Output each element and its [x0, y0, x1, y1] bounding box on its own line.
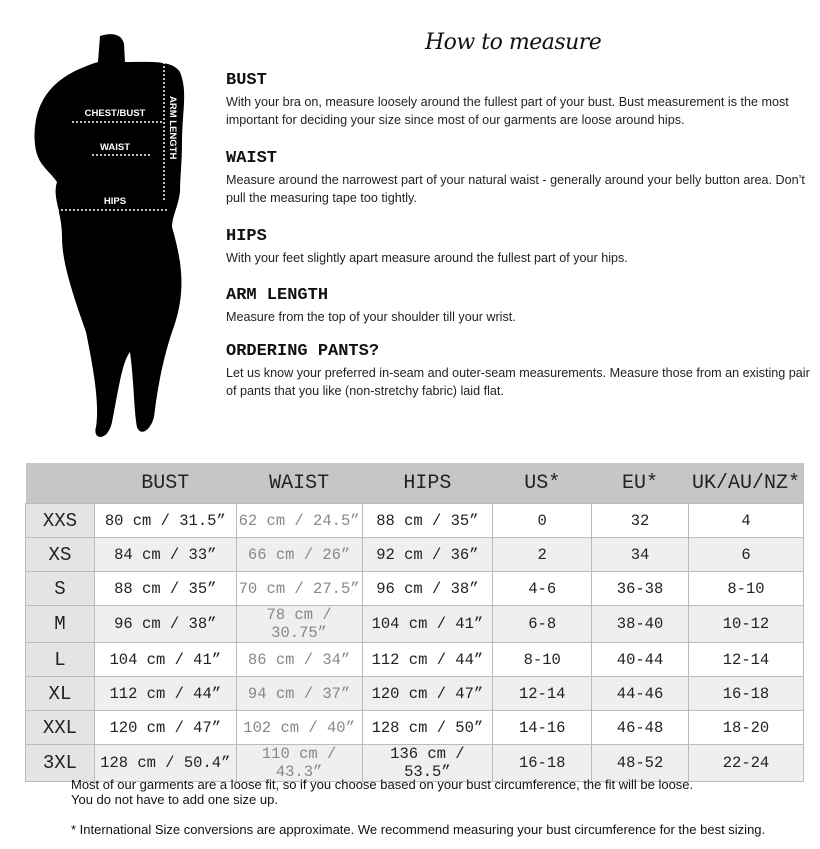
arm-length-label: ARM LENGTH [167, 96, 178, 159]
table-row: M 96 cm / 38” 78 cm / 30.75” 104 cm / 41” 6-… [25, 605, 805, 643]
table-cell: 96 cm / 38” [361, 571, 494, 606]
table-cell: 38-40 [591, 605, 689, 643]
table-cell: 110 cm / 43.3” [235, 744, 363, 782]
table-cell: 14-16 [492, 710, 593, 745]
footer-note-line2: You do not have to add one size up. [71, 792, 278, 807]
table-cell: 112 cm / 44” [93, 676, 237, 711]
table-row: L 104 cm / 41” 86 cm / 34” 112 cm / 44” 8-10… [25, 642, 805, 677]
table-cell: 78 cm / 30.75” [235, 605, 363, 643]
column-header: WAIST [236, 463, 362, 504]
section-arm-length: ARM LENGTH Measure from the top of your s… [226, 286, 816, 326]
table-cell: 10-12 [687, 605, 805, 643]
section-body: Measure around the narrowest part of you… [226, 173, 805, 205]
table-cell: 8-10 [687, 571, 805, 606]
table-cell: 96 cm / 38” [93, 605, 237, 643]
table-cell: 4 [687, 503, 805, 538]
table-cell: 40-44 [591, 642, 689, 677]
table-header-row: BUST WAIST HIPS US* EU* UK/AU/NZ* [25, 463, 804, 504]
table-cell: 80 cm / 31.5” [93, 503, 237, 538]
column-header: BUST [94, 463, 237, 504]
table-cell: 12-14 [687, 642, 805, 677]
table-cell: 104 cm / 41” [361, 605, 494, 643]
table-cell: 120 cm / 47” [93, 710, 237, 745]
table-cell: 112 cm / 44” [361, 642, 494, 677]
column-header: HIPS [362, 463, 493, 504]
table-cell: 94 cm / 37” [235, 676, 363, 711]
table-cell: 86 cm / 34” [235, 642, 363, 677]
table-row: S 88 cm / 35” 70 cm / 27.5” 96 cm / 38” 4-6 3… [25, 571, 805, 606]
table-cell: 136 cm / 53.5” [361, 744, 494, 782]
column-header: US* [492, 463, 592, 504]
table-cell: 88 cm / 35” [93, 571, 237, 606]
table-cell: 88 cm / 35” [361, 503, 494, 538]
size-label-cell: XS [25, 537, 95, 572]
table-cell: 8-10 [492, 642, 593, 677]
table-cell: 120 cm / 47” [361, 676, 494, 711]
section-waist: WAIST Measure around the narrowest part o… [226, 149, 816, 207]
table-cell: 18-20 [687, 710, 805, 745]
size-label-cell: 3XL [25, 744, 95, 782]
size-label-cell: XXS [25, 503, 95, 538]
silhouette-shape [34, 34, 185, 437]
section-body: Measure from the top of your shoulder ti… [226, 310, 516, 324]
table-cell: 44-46 [591, 676, 689, 711]
section-body: With your bra on, measure loosely around… [226, 95, 789, 127]
chest-label: CHEST/BUST [85, 108, 146, 119]
body-silhouette-figure: CHEST/BUST WAIST HIPS ARM LENGTH [34, 34, 185, 437]
table-cell: 12-14 [492, 676, 593, 711]
section-heading: BUST [226, 71, 267, 90]
table-cell: 6-8 [492, 605, 593, 643]
size-chart-table: BUST WAIST HIPS US* EU* UK/AU/NZ* XXS 80 cm / … [25, 463, 805, 782]
table-cell: 128 cm / 50” [361, 710, 494, 745]
table-row: XXL 120 cm / 47” 102 cm / 40” 128 cm / 50” 1… [25, 710, 805, 745]
table-cell: 70 cm / 27.5” [235, 571, 363, 606]
section-body: Let us know your preferred in-seam and o… [226, 366, 810, 398]
table-cell: 4-6 [492, 571, 593, 606]
section-hips: HIPS With your feet slightly apart measur… [226, 227, 816, 267]
page-title: How to measure [425, 30, 602, 55]
table-cell: 16-18 [687, 676, 805, 711]
section-heading: HIPS [226, 227, 267, 246]
hips-label: HIPS [104, 196, 126, 207]
table-cell: 32 [591, 503, 689, 538]
table-row: 3XL 128 cm / 50.4” 110 cm / 43.3” 136 cm / … [25, 744, 805, 782]
section-bust: BUST With your bra on, measure loosely ar… [226, 71, 816, 129]
table-cell: 66 cm / 26” [235, 537, 363, 572]
table-cell: 16-18 [492, 744, 593, 782]
table-cell: 34 [591, 537, 689, 572]
size-label-cell: S [25, 571, 95, 606]
table-cell: 48-52 [591, 744, 689, 782]
table-row: XS 84 cm / 33” 66 cm / 26” 92 cm / 36” 2 34 6 [25, 537, 805, 572]
size-label-cell: XL [25, 676, 95, 711]
table-cell: 84 cm / 33” [93, 537, 237, 572]
footer-note-line1: Most of our garments are a loose fit, so… [71, 777, 694, 792]
table-cell: 104 cm / 41” [93, 642, 237, 677]
size-label-cell: L [25, 642, 95, 677]
column-header [25, 463, 95, 504]
section-ordering-pants: ORDERING PANTS? Let us know your preferre… [226, 342, 816, 400]
section-heading: ARM LENGTH [226, 286, 329, 305]
table-cell: 46-48 [591, 710, 689, 745]
section-heading: ORDERING PANTS? [226, 342, 380, 361]
table-cell: 2 [492, 537, 593, 572]
table-cell: 92 cm / 36” [361, 537, 494, 572]
column-header: EU* [591, 463, 689, 504]
table-row: XL 112 cm / 44” 94 cm / 37” 120 cm / 47” 12-… [25, 676, 805, 711]
footer-disclaimer: * International Size conversions are app… [71, 822, 766, 837]
section-heading: WAIST [226, 149, 278, 168]
table-cell: 62 cm / 24.5” [235, 503, 363, 538]
table-cell: 6 [687, 537, 805, 572]
table-cell: 128 cm / 50.4” [93, 744, 237, 782]
table-cell: 102 cm / 40” [235, 710, 363, 745]
size-label-cell: XXL [25, 710, 95, 745]
section-body: With your feet slightly apart measure ar… [226, 251, 628, 265]
table-cell: 36-38 [591, 571, 689, 606]
table-row: XXS 80 cm / 31.5” 62 cm / 24.5” 88 cm / 35”… [25, 503, 805, 538]
size-label-cell: M [25, 605, 95, 643]
table-cell: 0 [492, 503, 593, 538]
waist-label: WAIST [100, 142, 130, 153]
table-cell: 22-24 [687, 744, 805, 782]
column-header: UK/AU/NZ* [688, 463, 804, 504]
